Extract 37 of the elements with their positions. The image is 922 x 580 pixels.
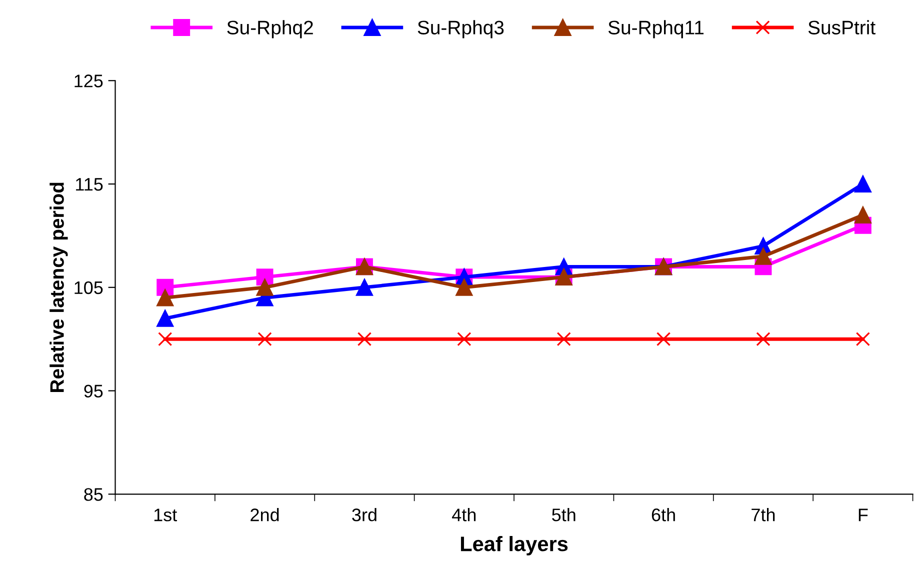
x-tick-label: 3rd xyxy=(352,508,376,522)
x-tick-label: 2nd xyxy=(250,508,279,522)
point xyxy=(256,268,274,286)
point xyxy=(156,289,174,306)
point xyxy=(158,332,172,346)
point xyxy=(656,332,671,346)
point xyxy=(754,248,772,265)
x-tick-label: 4th xyxy=(452,508,476,522)
point xyxy=(258,332,272,346)
point xyxy=(456,278,473,296)
y-axis-title: Relative latency period xyxy=(50,182,68,392)
legend-label: SusPtrit xyxy=(808,20,876,34)
point xyxy=(854,176,872,192)
y-tick-label: 125 xyxy=(74,74,103,88)
x-tick-label: F xyxy=(858,508,868,522)
point xyxy=(457,332,472,346)
point xyxy=(856,332,870,346)
legend-label: Su-Rphq11 xyxy=(608,20,704,38)
x-axis-title: Leaf layers xyxy=(460,536,568,556)
point xyxy=(357,332,372,346)
y-tick-label: 115 xyxy=(76,178,103,191)
x-tick-label: 7th xyxy=(752,508,775,522)
point xyxy=(556,332,571,346)
y-tick-label: 85 xyxy=(84,488,103,501)
x-tick-label: 6th xyxy=(652,508,675,522)
x-tick-label: 5th xyxy=(552,508,576,522)
point xyxy=(854,206,872,224)
y-tick-label: 95 xyxy=(84,384,103,398)
point xyxy=(356,278,373,296)
point xyxy=(156,310,174,327)
x-tick-label: 1st xyxy=(154,508,178,522)
y-tick-label: 105 xyxy=(74,281,103,294)
point xyxy=(256,278,274,296)
point xyxy=(756,332,770,346)
legend-label: Su-Rphq3 xyxy=(418,20,504,38)
point xyxy=(156,278,174,296)
legend-label: Su-Rphq2 xyxy=(227,20,313,38)
